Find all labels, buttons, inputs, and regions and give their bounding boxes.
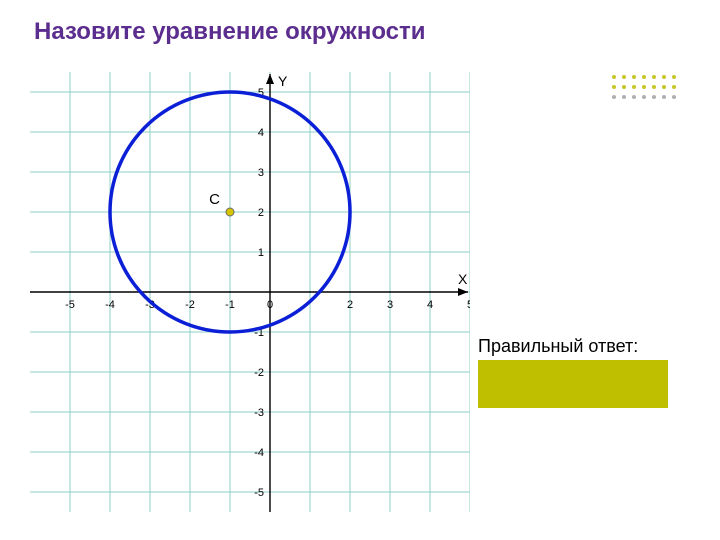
dot-icon — [652, 85, 656, 89]
svg-text:3: 3 — [387, 299, 393, 311]
svg-text:C: C — [209, 191, 220, 208]
dot-icon — [672, 85, 676, 89]
dot-icon — [622, 85, 626, 89]
svg-text:4: 4 — [427, 299, 433, 311]
decorative-dots — [612, 75, 682, 105]
dot-icon — [632, 95, 636, 99]
dot-icon — [662, 95, 666, 99]
coordinate-graph: XY-5-4-3-2-102345-5-4-3-2-112345C — [30, 72, 470, 517]
graph-svg: XY-5-4-3-2-102345-5-4-3-2-112345C — [30, 72, 470, 512]
svg-text:3: 3 — [258, 167, 264, 179]
dot-icon — [632, 75, 636, 79]
dot-icon — [622, 75, 626, 79]
svg-text:0: 0 — [267, 299, 273, 311]
dot-icon — [612, 85, 616, 89]
answer-box — [478, 360, 668, 408]
svg-text:-1: -1 — [225, 299, 235, 311]
dot-icon — [662, 75, 666, 79]
dot-icon — [652, 95, 656, 99]
svg-text:-2: -2 — [254, 367, 264, 379]
dot-icon — [672, 75, 676, 79]
dot-icon — [642, 95, 646, 99]
svg-text:X: X — [458, 271, 468, 287]
svg-text:Y: Y — [278, 73, 288, 89]
svg-text:5: 5 — [467, 299, 470, 311]
dot-icon — [622, 95, 626, 99]
dot-icon — [672, 95, 676, 99]
dot-icon — [642, 75, 646, 79]
answer-label: Правильный ответ: — [478, 336, 638, 357]
dot-icon — [632, 85, 636, 89]
dot-icon — [612, 95, 616, 99]
svg-text:1: 1 — [258, 247, 264, 259]
svg-text:2: 2 — [258, 207, 264, 219]
svg-text:4: 4 — [258, 127, 264, 139]
dot-icon — [662, 85, 666, 89]
svg-text:-4: -4 — [105, 299, 115, 311]
svg-text:-3: -3 — [254, 407, 264, 419]
svg-text:-5: -5 — [254, 487, 264, 499]
dot-icon — [612, 75, 616, 79]
svg-text:-2: -2 — [185, 299, 195, 311]
dot-icon — [652, 75, 656, 79]
dot-icon — [642, 85, 646, 89]
svg-text:2: 2 — [347, 299, 353, 311]
slide-title: Назовите уравнение окружности — [34, 18, 426, 46]
svg-text:-4: -4 — [254, 447, 264, 459]
svg-text:-5: -5 — [65, 299, 75, 311]
